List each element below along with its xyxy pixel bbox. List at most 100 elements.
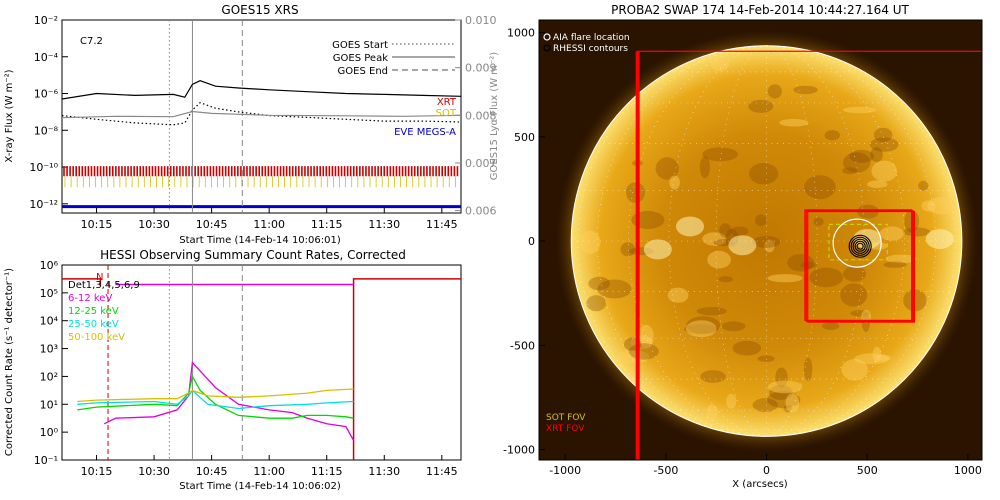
swap-x-ticks: -1000 -500 0 500 1000 <box>549 454 982 477</box>
active-region <box>728 235 757 256</box>
solar-feature <box>793 85 818 95</box>
rhessi-contour <box>850 236 870 256</box>
hessi-series <box>77 374 354 419</box>
solar-feature <box>850 310 870 317</box>
rhessi-contour <box>852 238 868 254</box>
legend-label: RHESSI contours <box>553 44 628 54</box>
hessi-series <box>77 389 354 410</box>
legend-label: GOES Start <box>332 40 388 51</box>
solar-feature <box>757 355 775 362</box>
active-region <box>853 228 882 249</box>
solar-feature <box>903 227 931 237</box>
x-tick-label: 11:30 <box>368 218 400 231</box>
sot-fov <box>828 223 888 261</box>
hessi-title: HESSI Observing Summary Count Rates, Cor… <box>100 248 406 262</box>
right-tick-label: 0.008 <box>465 109 497 122</box>
hessi-x-ticks: 10:15 10:30 10:45 11:00 11:15 11:30 11:45 <box>81 455 458 478</box>
solar-feature <box>579 230 601 254</box>
legend-label: 12-25 keV <box>68 306 119 317</box>
y-tick-label: 10⁶ <box>40 259 59 272</box>
hessi-y-label: Corrected Count Rate (s⁻¹ detector⁻¹) <box>4 268 15 456</box>
solar-feature <box>696 307 727 316</box>
hessi-marks <box>62 265 461 460</box>
solar-feature <box>748 99 774 113</box>
solar-feature <box>752 398 778 412</box>
y-tick-label: 10⁻⁸ <box>34 124 59 137</box>
swap-image <box>555 30 982 460</box>
y-tick-label: 10⁰ <box>40 426 59 439</box>
y-tick-label: 10⁻⁶ <box>34 88 59 101</box>
y-tick-label: 0 <box>528 235 535 248</box>
x-tick-label: 10:45 <box>196 465 228 478</box>
solar-feature <box>918 180 929 191</box>
solar-feature <box>843 266 867 282</box>
x-tick-label: 11:15 <box>311 218 343 231</box>
solar-feature <box>597 279 632 299</box>
swap-y-ticks: 1000 500 0 -500 -1000 <box>503 27 545 457</box>
solar-feature <box>842 167 858 175</box>
solar-feature <box>638 324 654 348</box>
goes-x-ticks: 10:15 10:30 10:45 11:00 11:15 11:30 11:45 <box>81 208 458 231</box>
solar-feature <box>732 340 762 356</box>
heliographic-grid <box>571 45 962 437</box>
solar-feature <box>667 287 689 303</box>
rhessi-contour <box>854 240 866 252</box>
right-tick-label: 0.006 <box>465 205 497 218</box>
x-tick-label: 11:45 <box>426 218 458 231</box>
goes-plot-frame <box>61 19 462 214</box>
goes-series-short <box>62 102 461 126</box>
x-tick-label: 500 <box>857 464 878 477</box>
y-tick-label: 10⁻¹ <box>34 454 58 467</box>
goes-y-label: X-ray Flux (W m⁻²) <box>4 69 15 162</box>
x-tick-label: 10:45 <box>196 218 228 231</box>
solar-feature <box>875 354 891 362</box>
solar-feature <box>927 197 957 215</box>
x-tick-label: 10:30 <box>138 465 170 478</box>
right-tick-label: 0.007 <box>465 157 497 170</box>
solar-feature <box>783 405 793 413</box>
active-region <box>643 239 672 260</box>
active-region <box>676 216 705 237</box>
solar-feature <box>779 118 809 127</box>
solar-feature <box>824 130 840 141</box>
x-tick-label: 10:15 <box>81 218 113 231</box>
y-tick-label: -500 <box>510 339 535 352</box>
solar-feature <box>586 295 607 312</box>
active-region <box>925 228 954 249</box>
xrt-fov-small <box>807 211 916 323</box>
solar-feature <box>707 250 731 269</box>
xrt-fov-small <box>805 209 914 322</box>
x-tick-label: 11:15 <box>311 465 343 478</box>
y-tick-label: 10² <box>40 370 58 383</box>
legend-label: AIA flare location <box>553 33 630 43</box>
y-tick-label: 10⁴ <box>40 315 59 328</box>
legend-marker <box>543 33 551 41</box>
solar-feature <box>755 214 767 227</box>
solar-feature <box>767 380 803 394</box>
detectors-label: Det1,3,4,5,6,9 <box>68 280 140 291</box>
right-tick-label: 0.010 <box>465 14 497 27</box>
solar-feature <box>775 367 788 388</box>
hessi-panel: HESSI Observing Summary Count Rates, Cor… <box>4 248 462 492</box>
solar-feature <box>617 350 650 364</box>
solar-feature <box>767 274 803 283</box>
solar-feature <box>699 156 711 179</box>
swap-panel: PROBA2 SWAP 174 14-Feb-2014 10:44:27.164… <box>503 3 983 490</box>
solar-feature <box>655 157 679 180</box>
goes-marks <box>62 20 461 213</box>
solar-feature <box>719 223 732 238</box>
solar-feature <box>718 276 734 283</box>
goes-y-ticks: 10⁻² 10⁻⁴ 10⁻⁶ 10⁻⁸ 10⁻¹⁰ 10⁻¹² <box>29 14 68 211</box>
solar-feature <box>686 316 721 334</box>
solar-feature <box>873 127 893 143</box>
flare-markers <box>832 218 882 268</box>
legend-marker <box>543 44 551 52</box>
xrt-fov-small <box>806 210 915 323</box>
swap-title: PROBA2 SWAP 174 14-Feb-2014 10:44:27.164… <box>611 3 909 17</box>
x-tick-label: 1000 <box>954 464 982 477</box>
solar-feature <box>702 232 727 246</box>
solar-feature <box>721 321 746 332</box>
